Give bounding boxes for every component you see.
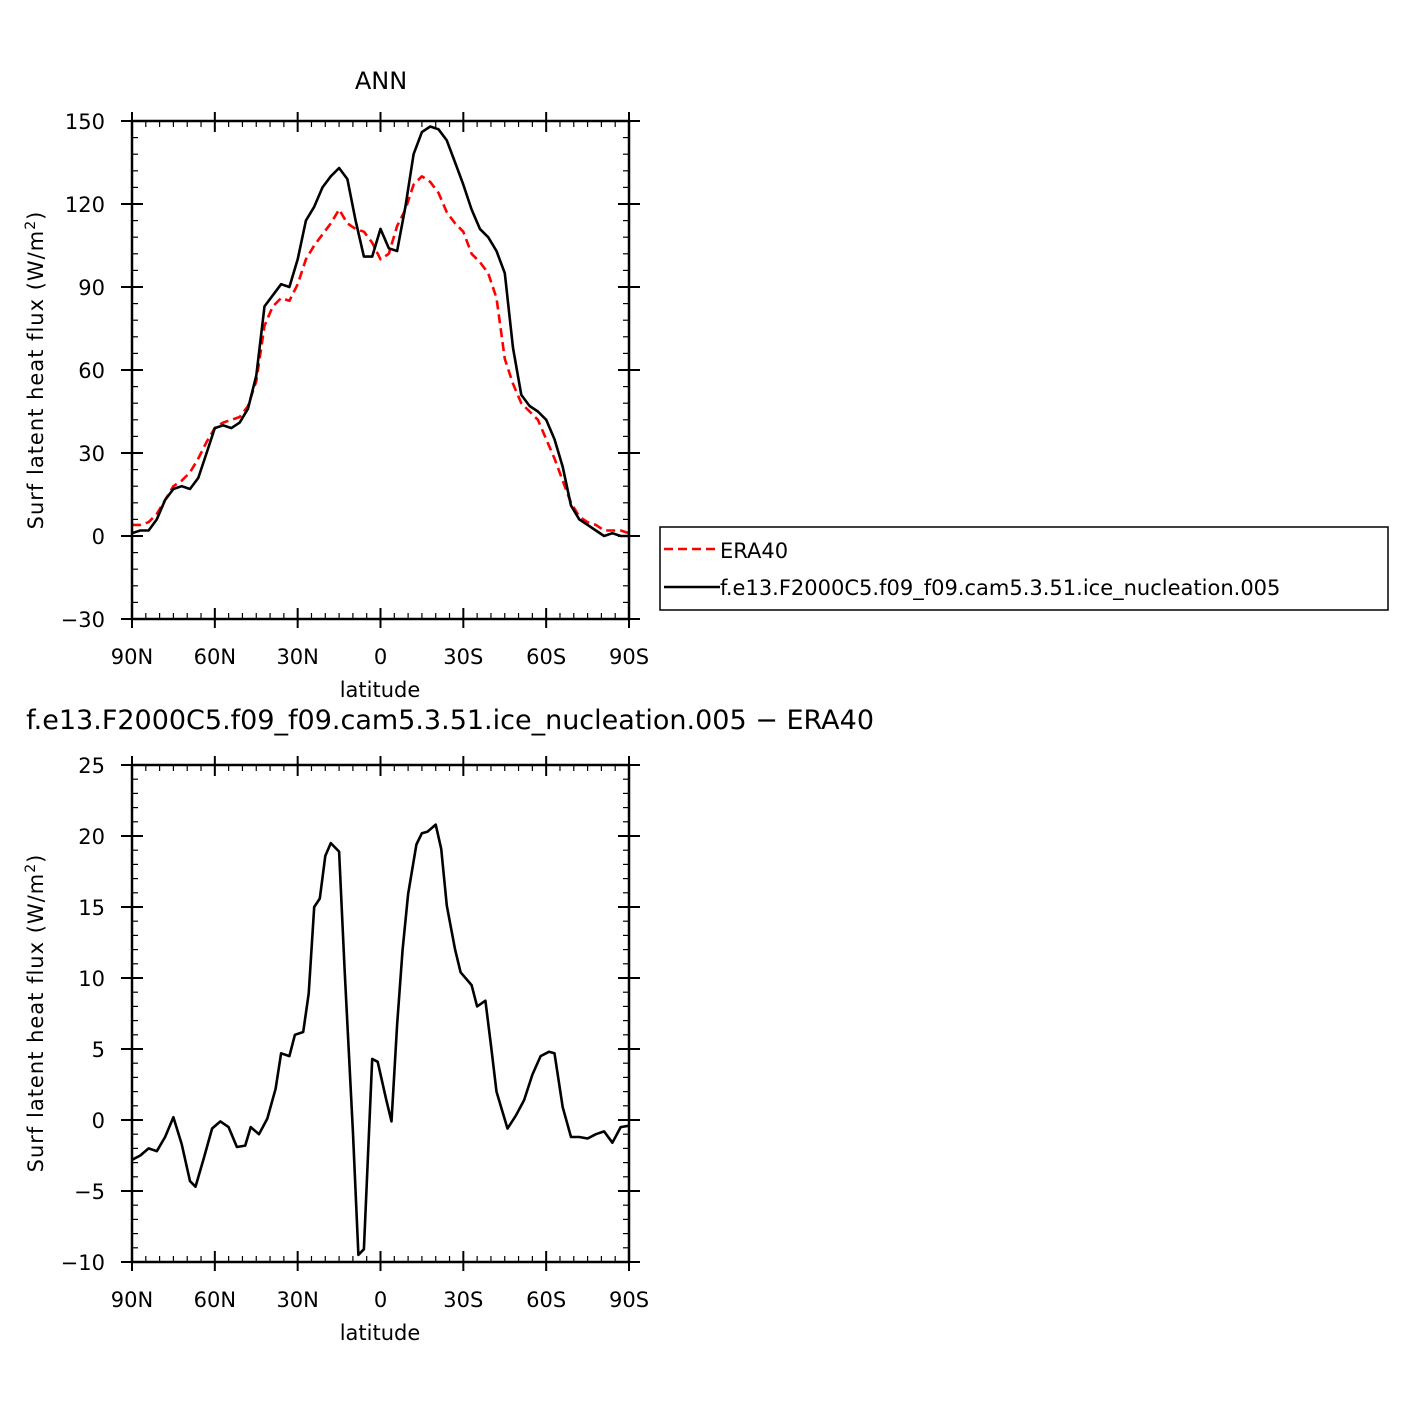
x-tick-label: 30S: [443, 1288, 483, 1312]
top-series: [131, 125, 630, 538]
top-series-line-model: [131, 125, 629, 538]
y-tick-label: 0: [92, 1109, 105, 1133]
legend: ERA40 f.e13.F2000C5.f09_f09.cam5.3.51.ic…: [659, 526, 1389, 611]
top-chart-title: ANN: [355, 67, 407, 95]
bottom-plot-frame: [130, 763, 631, 1264]
x-tick-label: 60S: [526, 645, 566, 669]
x-tick-label: 60N: [194, 1288, 236, 1312]
x-tick-label: 0: [374, 645, 387, 669]
y-tick-label: 20: [78, 825, 105, 849]
y-tick-label: 10: [78, 967, 105, 991]
legend-label-model: f.e13.F2000C5.f09_f09.cam5.3.51.ice_nucl…: [720, 576, 1280, 601]
y-tick-label: 15: [78, 896, 105, 920]
bottom-ylabel-main: Surf latent heat flux (W/m: [24, 873, 48, 1173]
top-ylabel-tail: ): [24, 211, 48, 220]
y-tick-label: 60: [78, 359, 105, 383]
top-ylabel-sup: 2: [23, 220, 39, 230]
bottom-chart-title: f.e13.F2000C5.f09_f09.cam5.3.51.ice_nucl…: [26, 705, 874, 736]
legend-label-era40: ERA40: [720, 539, 788, 563]
y-tick-label: 25: [78, 754, 105, 778]
bottom-ticks: 90N 60N 30N 0 30S 60S 90S 25 20 15 10 5 0 −5 −10: [61, 754, 649, 1312]
bottom-ylabel-sup: 2: [23, 863, 39, 873]
y-tick-label: 5: [92, 1038, 105, 1062]
x-tick-label: 90N: [111, 645, 153, 669]
bottom-series-line-difference: [131, 823, 630, 1257]
y-tick-label: 0: [92, 525, 105, 549]
y-tick-label: 90: [78, 276, 105, 300]
bottom-panel: f.e13.F2000C5.f09_f09.cam5.3.51.ice_nucl…: [23, 705, 874, 1345]
bottom-series: [131, 823, 630, 1257]
top-panel: ANN 90N 60N 30N 0 30S 60S 90S1501209060300−30 …: [23, 67, 1389, 702]
x-tick-label: 30N: [276, 645, 318, 669]
x-tick-label: 60N: [194, 645, 236, 669]
top-ticks: 90N 60N 30N 0 30S 60S 90S 150 120 90 60 30 0 −30: [61, 110, 649, 669]
x-tick-label: 90S: [609, 645, 649, 669]
top-ylabel-main: Surf latent heat flux (W/m: [24, 230, 48, 530]
top-plot-frame: [130, 119, 631, 621]
x-tick-label: 90S: [609, 1288, 649, 1312]
x-tick-label: 60S: [526, 1288, 566, 1312]
bottom-xlabel: latitude: [340, 1321, 421, 1345]
bottom-ylabel-tail: ): [24, 854, 48, 863]
x-tick-label: 30S: [443, 645, 483, 669]
y-tick-label: −30: [61, 608, 105, 632]
y-tick-label: 120: [65, 193, 105, 217]
y-tick-label: 150: [65, 110, 105, 134]
y-tick-label: −10: [61, 1251, 105, 1275]
top-xlabel: latitude: [340, 678, 421, 702]
x-tick-label: 0: [374, 1288, 387, 1312]
y-tick-label: −5: [74, 1180, 105, 1204]
y-tick-label: 30: [78, 442, 105, 466]
top-ylabel: Surf latent heat flux (W/m2): [23, 211, 48, 530]
x-tick-label: 30N: [276, 1288, 318, 1312]
legend-box: [659, 526, 1389, 611]
bottom-ylabel: Surf latent heat flux (W/m2): [23, 854, 48, 1173]
x-tick-label: 90N: [111, 1288, 153, 1312]
